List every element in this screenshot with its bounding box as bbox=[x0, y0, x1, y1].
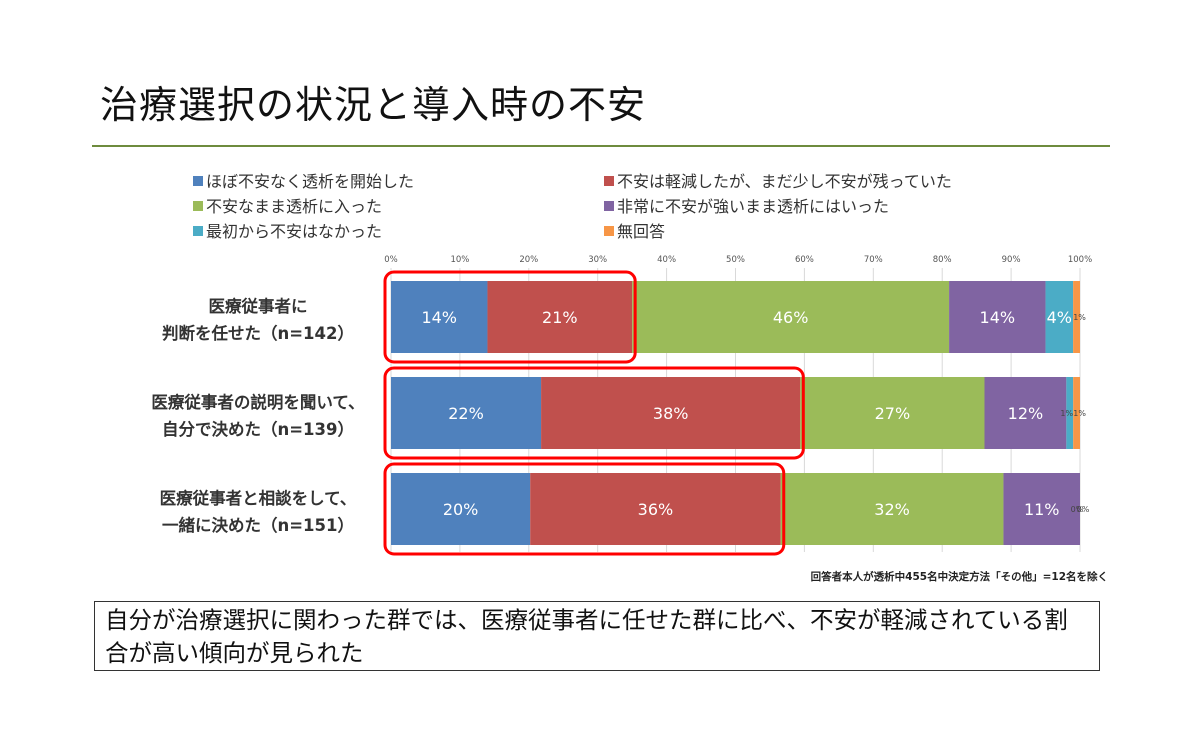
x-tick-label: 100% bbox=[1068, 255, 1092, 265]
chart-legend: ほぼ不安なく透析を開始した 不安は軽減したが、まだ少し不安が残っていた不安なまま透… bbox=[193, 172, 952, 241]
bar-value-label: 21% bbox=[542, 308, 578, 327]
category-label: 医療従事者と相談をして、 bbox=[160, 488, 357, 508]
legend-swatch bbox=[604, 226, 614, 236]
bar-value-label: 11% bbox=[1024, 500, 1060, 519]
bar-value-label: 1% bbox=[1073, 313, 1086, 322]
bar-value-label: 0% bbox=[1071, 505, 1084, 514]
legend-label: 不安は軽減したが、まだ少し不安が残っていた bbox=[617, 172, 952, 191]
bar-value-label: 14% bbox=[421, 308, 457, 327]
x-axis-ticks: 0% 10% 20% 30% 40% 50% 60% 70% 80% 90% 100% bbox=[384, 255, 1092, 265]
title-divider bbox=[92, 145, 1110, 147]
bar-segment bbox=[391, 281, 488, 353]
x-tick-label: 0% bbox=[384, 255, 398, 265]
bar-segment bbox=[632, 281, 950, 353]
category-label: 医療従事者の説明を聞いて、 bbox=[151, 392, 364, 412]
category-label: 医療従事者に bbox=[209, 296, 308, 316]
x-tick-label: 50% bbox=[726, 255, 745, 265]
bar-segment bbox=[487, 281, 633, 353]
conclusion-box: 自分が治療選択に関わった群では、医療従事者に任せた群に比べ、不安が軽減されている… bbox=[94, 601, 1100, 671]
x-tick-label: 70% bbox=[864, 255, 883, 265]
bar-segment bbox=[391, 377, 542, 449]
bar-segment bbox=[780, 473, 1004, 545]
page-title: 治療選択の状況と導入時の不安 bbox=[100, 83, 647, 127]
legend-label: ほぼ不安なく透析を開始した bbox=[206, 172, 414, 191]
legend-label: 不安なまま透析に入った bbox=[206, 197, 382, 216]
x-tick-label: 60% bbox=[795, 255, 814, 265]
highlight-outline bbox=[383, 462, 786, 556]
bar-value-label: 12% bbox=[1008, 404, 1044, 423]
legend-label: 無回答 bbox=[617, 222, 665, 241]
bar-value-label: 38% bbox=[653, 404, 689, 423]
highlight-outline bbox=[383, 270, 637, 364]
bar-value-label: 14% bbox=[980, 308, 1016, 327]
bar-value-label: 1% bbox=[1073, 409, 1086, 418]
bar-segment bbox=[541, 377, 801, 449]
legend-label: 非常に不安が強いまま透析にはいった bbox=[617, 197, 889, 216]
legend-swatch bbox=[193, 201, 203, 211]
bar-value-label: 32% bbox=[874, 500, 910, 519]
x-tick-label: 40% bbox=[657, 255, 676, 265]
bar-value-label: 4% bbox=[1047, 308, 1072, 327]
stacked-bar-chart: ほぼ不安なく透析を開始した 不安は軽減したが、まだ少し不安が残っていた不安なまま透… bbox=[151, 172, 1092, 556]
highlight-outline bbox=[383, 366, 805, 460]
bar-segment bbox=[391, 473, 531, 545]
bar-value-label: 27% bbox=[875, 404, 911, 423]
bar-segment bbox=[1066, 377, 1074, 449]
category-label: 一緒に決めた（n=151） bbox=[162, 515, 354, 535]
x-tick-label: 30% bbox=[588, 255, 607, 265]
bar-value-label: 36% bbox=[638, 500, 674, 519]
bar-segment bbox=[1003, 473, 1080, 545]
bar-value-label: 1% bbox=[1060, 409, 1073, 418]
legend-swatch bbox=[193, 226, 203, 236]
legend-swatch bbox=[604, 176, 614, 186]
legend-swatch bbox=[193, 176, 203, 186]
legend-label: 最初から不安はなかった bbox=[206, 222, 382, 241]
category-label: 自分で決めた（n=139） bbox=[162, 419, 354, 439]
x-tick-label: 20% bbox=[519, 255, 538, 265]
bars: 14% 21% 46% 14% 4% 1%22% 38% 27% 12% 1% 1%20% 36% 32… bbox=[391, 281, 1090, 545]
bar-segment bbox=[1073, 377, 1080, 449]
highlight-outlines bbox=[383, 270, 805, 556]
footnote: 回答者本人が透析中455名中決定方法「その他」=12名を除く bbox=[810, 571, 1108, 583]
bar-value-label: 0% bbox=[1077, 505, 1090, 514]
bar-value-label: 22% bbox=[448, 404, 484, 423]
bar-segment bbox=[949, 281, 1046, 353]
x-tick-label: 90% bbox=[1002, 255, 1021, 265]
bar-value-label: 46% bbox=[773, 308, 809, 327]
bar-segment bbox=[984, 377, 1067, 449]
category-label: 判断を任せた（n=142） bbox=[162, 323, 354, 343]
legend-swatch bbox=[604, 201, 614, 211]
x-tick-label: 10% bbox=[450, 255, 469, 265]
bar-segment bbox=[800, 377, 985, 449]
bar-segment bbox=[1045, 281, 1074, 353]
bar-segment bbox=[530, 473, 781, 545]
x-tick-label: 80% bbox=[933, 255, 952, 265]
bar-segment bbox=[1073, 281, 1080, 353]
bar-value-label: 20% bbox=[443, 500, 479, 519]
